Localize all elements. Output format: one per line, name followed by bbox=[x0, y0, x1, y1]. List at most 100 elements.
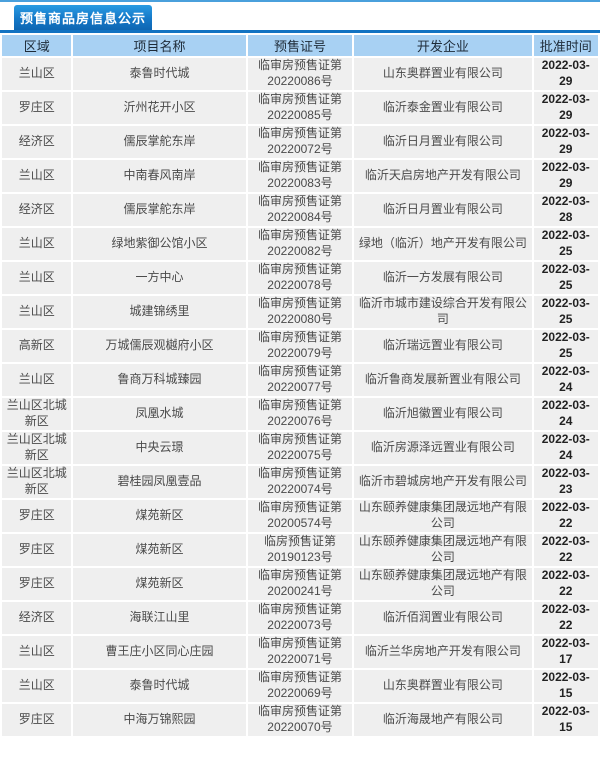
cell-region: 经济区 bbox=[2, 194, 72, 226]
cell-region: 经济区 bbox=[2, 602, 72, 634]
table-row: 罗庄区 煤苑新区 临审房预售证第20200241号 山东颐养健康集团晟远地产有限公司 2… bbox=[2, 568, 598, 600]
cell-project: 绿地紫御公馆小区 bbox=[73, 228, 246, 260]
header-row: 区域 项目名称 预售证号 开发企业 批准时间 bbox=[2, 35, 598, 56]
table-row: 经济区 儒辰掌舵东岸 临审房预售证第20220084号 临沂日月置业有限公司 2022-… bbox=[2, 194, 598, 226]
top-divider-line bbox=[0, 0, 600, 2]
cell-date: 2022-03-15 bbox=[533, 670, 598, 702]
cell-cert: 临审房预售证第20220072号 bbox=[247, 126, 353, 158]
cell-date: 2022-03-25 bbox=[533, 330, 598, 362]
cell-date: 2022-03-29 bbox=[533, 92, 598, 124]
cell-cert: 临审房预售证第20220083号 bbox=[247, 160, 353, 192]
cell-cert: 临审房预售证第20220084号 bbox=[247, 194, 353, 226]
tab-presale-info[interactable]: 预售商品房信息公示 bbox=[14, 5, 152, 30]
table-row: 兰山区 中南春风南岸 临审房预售证第20220083号 临沂天启房地产开发有限公司 20… bbox=[2, 160, 598, 192]
cell-region: 罗庄区 bbox=[2, 92, 72, 124]
cell-developer: 山东奥群置业有限公司 bbox=[354, 670, 532, 702]
cell-cert: 临审房预售证第20220078号 bbox=[247, 262, 353, 294]
cell-region: 兰山区 bbox=[2, 58, 72, 90]
cell-date: 2022-03-28 bbox=[533, 194, 598, 226]
cell-cert: 临审房预售证第20220086号 bbox=[247, 58, 353, 90]
cell-developer: 临沂日月置业有限公司 bbox=[354, 126, 532, 158]
cell-region: 兰山区北城新区 bbox=[2, 398, 72, 430]
cell-region: 兰山区北城新区 bbox=[2, 466, 72, 498]
cell-project: 鲁商万科城臻园 bbox=[73, 364, 246, 396]
cell-project: 曹王庄小区同心庄园 bbox=[73, 636, 246, 668]
cell-cert: 临审房预售证第20200241号 bbox=[247, 568, 353, 600]
table-row: 罗庄区 煤苑新区 临房预售证第20190123号 山东颐养健康集团晟远地产有限公司 20… bbox=[2, 534, 598, 566]
cell-cert: 临审房预售证第20200574号 bbox=[247, 500, 353, 532]
cell-cert: 临审房预售证第20220074号 bbox=[247, 466, 353, 498]
cell-date: 2022-03-25 bbox=[533, 296, 598, 328]
cell-date: 2022-03-15 bbox=[533, 704, 598, 736]
cell-cert: 临审房预售证第20220082号 bbox=[247, 228, 353, 260]
cell-project: 一方中心 bbox=[73, 262, 246, 294]
cell-project: 泰鲁时代城 bbox=[73, 58, 246, 90]
table-body: 兰山区 泰鲁时代城 临审房预售证第20220086号 山东奥群置业有限公司 2022-0… bbox=[2, 58, 598, 736]
cell-cert: 临审房预售证第20220080号 bbox=[247, 296, 353, 328]
cell-cert: 临审房预售证第20220073号 bbox=[247, 602, 353, 634]
table-row: 兰山区北城新区 凤凰水城 临审房预售证第20220076号 临沂旭徽置业有限公司 202… bbox=[2, 398, 598, 430]
table-row: 兰山区 城建锦绣里 临审房预售证第20220080号 临沂市城市建设综合开发有限公司 2… bbox=[2, 296, 598, 328]
cell-date: 2022-03-29 bbox=[533, 126, 598, 158]
cell-project: 海联江山里 bbox=[73, 602, 246, 634]
cell-developer: 临沂日月置业有限公司 bbox=[354, 194, 532, 226]
table-header: 区域 项目名称 预售证号 开发企业 批准时间 bbox=[2, 35, 598, 56]
cell-project: 碧桂园凤凰壹品 bbox=[73, 466, 246, 498]
table-row: 高新区 万城儒辰观樾府小区 临审房预售证第20220079号 临沂瑞远置业有限公司 20… bbox=[2, 330, 598, 362]
table-row: 经济区 海联江山里 临审房预售证第20220073号 临沂佰润置业有限公司 2022-0… bbox=[2, 602, 598, 634]
cell-developer: 山东颐养健康集团晟远地产有限公司 bbox=[354, 500, 532, 532]
tab-underline bbox=[0, 30, 600, 33]
table-row: 兰山区 曹王庄小区同心庄园 临审房预售证第20220071号 临沂兰华房地产开发有限公… bbox=[2, 636, 598, 668]
cell-developer: 山东颐养健康集团晟远地产有限公司 bbox=[354, 534, 532, 566]
column-header-cert: 预售证号 bbox=[247, 35, 353, 56]
cell-cert: 临审房预售证第20220070号 bbox=[247, 704, 353, 736]
table-row: 罗庄区 中海万锦熙园 临审房预售证第20220070号 临沂海晟地产有限公司 2022-… bbox=[2, 704, 598, 736]
cell-developer: 临沂鲁商发展新置业有限公司 bbox=[354, 364, 532, 396]
cell-developer: 临沂兰华房地产开发有限公司 bbox=[354, 636, 532, 668]
presale-table: 区域 项目名称 预售证号 开发企业 批准时间 兰山区 泰鲁时代城 临审房预售证第20… bbox=[0, 33, 600, 738]
cell-cert: 临审房预售证第20220071号 bbox=[247, 636, 353, 668]
cell-date: 2022-03-17 bbox=[533, 636, 598, 668]
cell-date: 2022-03-25 bbox=[533, 228, 598, 260]
cell-date: 2022-03-24 bbox=[533, 364, 598, 396]
column-header-region: 区域 bbox=[2, 35, 72, 56]
cell-developer: 临沂瑞远置业有限公司 bbox=[354, 330, 532, 362]
table-row: 兰山区 泰鲁时代城 临审房预售证第20220069号 山东奥群置业有限公司 2022-0… bbox=[2, 670, 598, 702]
cell-date: 2022-03-22 bbox=[533, 568, 598, 600]
cell-cert: 临审房预售证第20220079号 bbox=[247, 330, 353, 362]
cell-developer: 临沂佰润置业有限公司 bbox=[354, 602, 532, 634]
cell-region: 罗庄区 bbox=[2, 500, 72, 532]
cell-developer: 山东奥群置业有限公司 bbox=[354, 58, 532, 90]
cell-developer: 临沂泰金置业有限公司 bbox=[354, 92, 532, 124]
cell-project: 泰鲁时代城 bbox=[73, 670, 246, 702]
column-header-developer: 开发企业 bbox=[354, 35, 532, 56]
cell-region: 兰山区 bbox=[2, 636, 72, 668]
table-row: 兰山区 泰鲁时代城 临审房预售证第20220086号 山东奥群置业有限公司 2022-0… bbox=[2, 58, 598, 90]
cell-project: 凤凰水城 bbox=[73, 398, 246, 430]
cell-region: 经济区 bbox=[2, 126, 72, 158]
cell-developer: 山东颐养健康集团晟远地产有限公司 bbox=[354, 568, 532, 600]
cell-developer: 绿地（临沂）地产开发有限公司 bbox=[354, 228, 532, 260]
cell-project: 煤苑新区 bbox=[73, 568, 246, 600]
cell-date: 2022-03-22 bbox=[533, 602, 598, 634]
cell-project: 煤苑新区 bbox=[73, 534, 246, 566]
cell-project: 中央云璟 bbox=[73, 432, 246, 464]
cell-date: 2022-03-23 bbox=[533, 466, 598, 498]
cell-cert: 临房预售证第20190123号 bbox=[247, 534, 353, 566]
cell-region: 罗庄区 bbox=[2, 534, 72, 566]
table-row: 兰山区北城新区 碧桂园凤凰壹品 临审房预售证第20220074号 临沂市碧城房地产开发… bbox=[2, 466, 598, 498]
table-row: 兰山区 鲁商万科城臻园 临审房预售证第20220077号 临沂鲁商发展新置业有限公司 2… bbox=[2, 364, 598, 396]
cell-region: 罗庄区 bbox=[2, 568, 72, 600]
table-row: 兰山区 一方中心 临审房预售证第20220078号 临沂一方发展有限公司 2022-03… bbox=[2, 262, 598, 294]
table-row: 罗庄区 煤苑新区 临审房预售证第20200574号 山东颐养健康集团晟远地产有限公司 2… bbox=[2, 500, 598, 532]
cell-developer: 临沂市城市建设综合开发有限公司 bbox=[354, 296, 532, 328]
cell-cert: 临审房预售证第20220069号 bbox=[247, 670, 353, 702]
cell-date: 2022-03-29 bbox=[533, 58, 598, 90]
cell-region: 兰山区 bbox=[2, 262, 72, 294]
cell-date: 2022-03-22 bbox=[533, 534, 598, 566]
cell-developer: 临沂海晟地产有限公司 bbox=[354, 704, 532, 736]
cell-region: 兰山区 bbox=[2, 160, 72, 192]
cell-cert: 临审房预售证第20220077号 bbox=[247, 364, 353, 396]
tab-presale-info-label: 预售商品房信息公示 bbox=[19, 11, 146, 26]
table-row: 罗庄区 沂州花开小区 临审房预售证第20220085号 临沂泰金置业有限公司 2022-… bbox=[2, 92, 598, 124]
